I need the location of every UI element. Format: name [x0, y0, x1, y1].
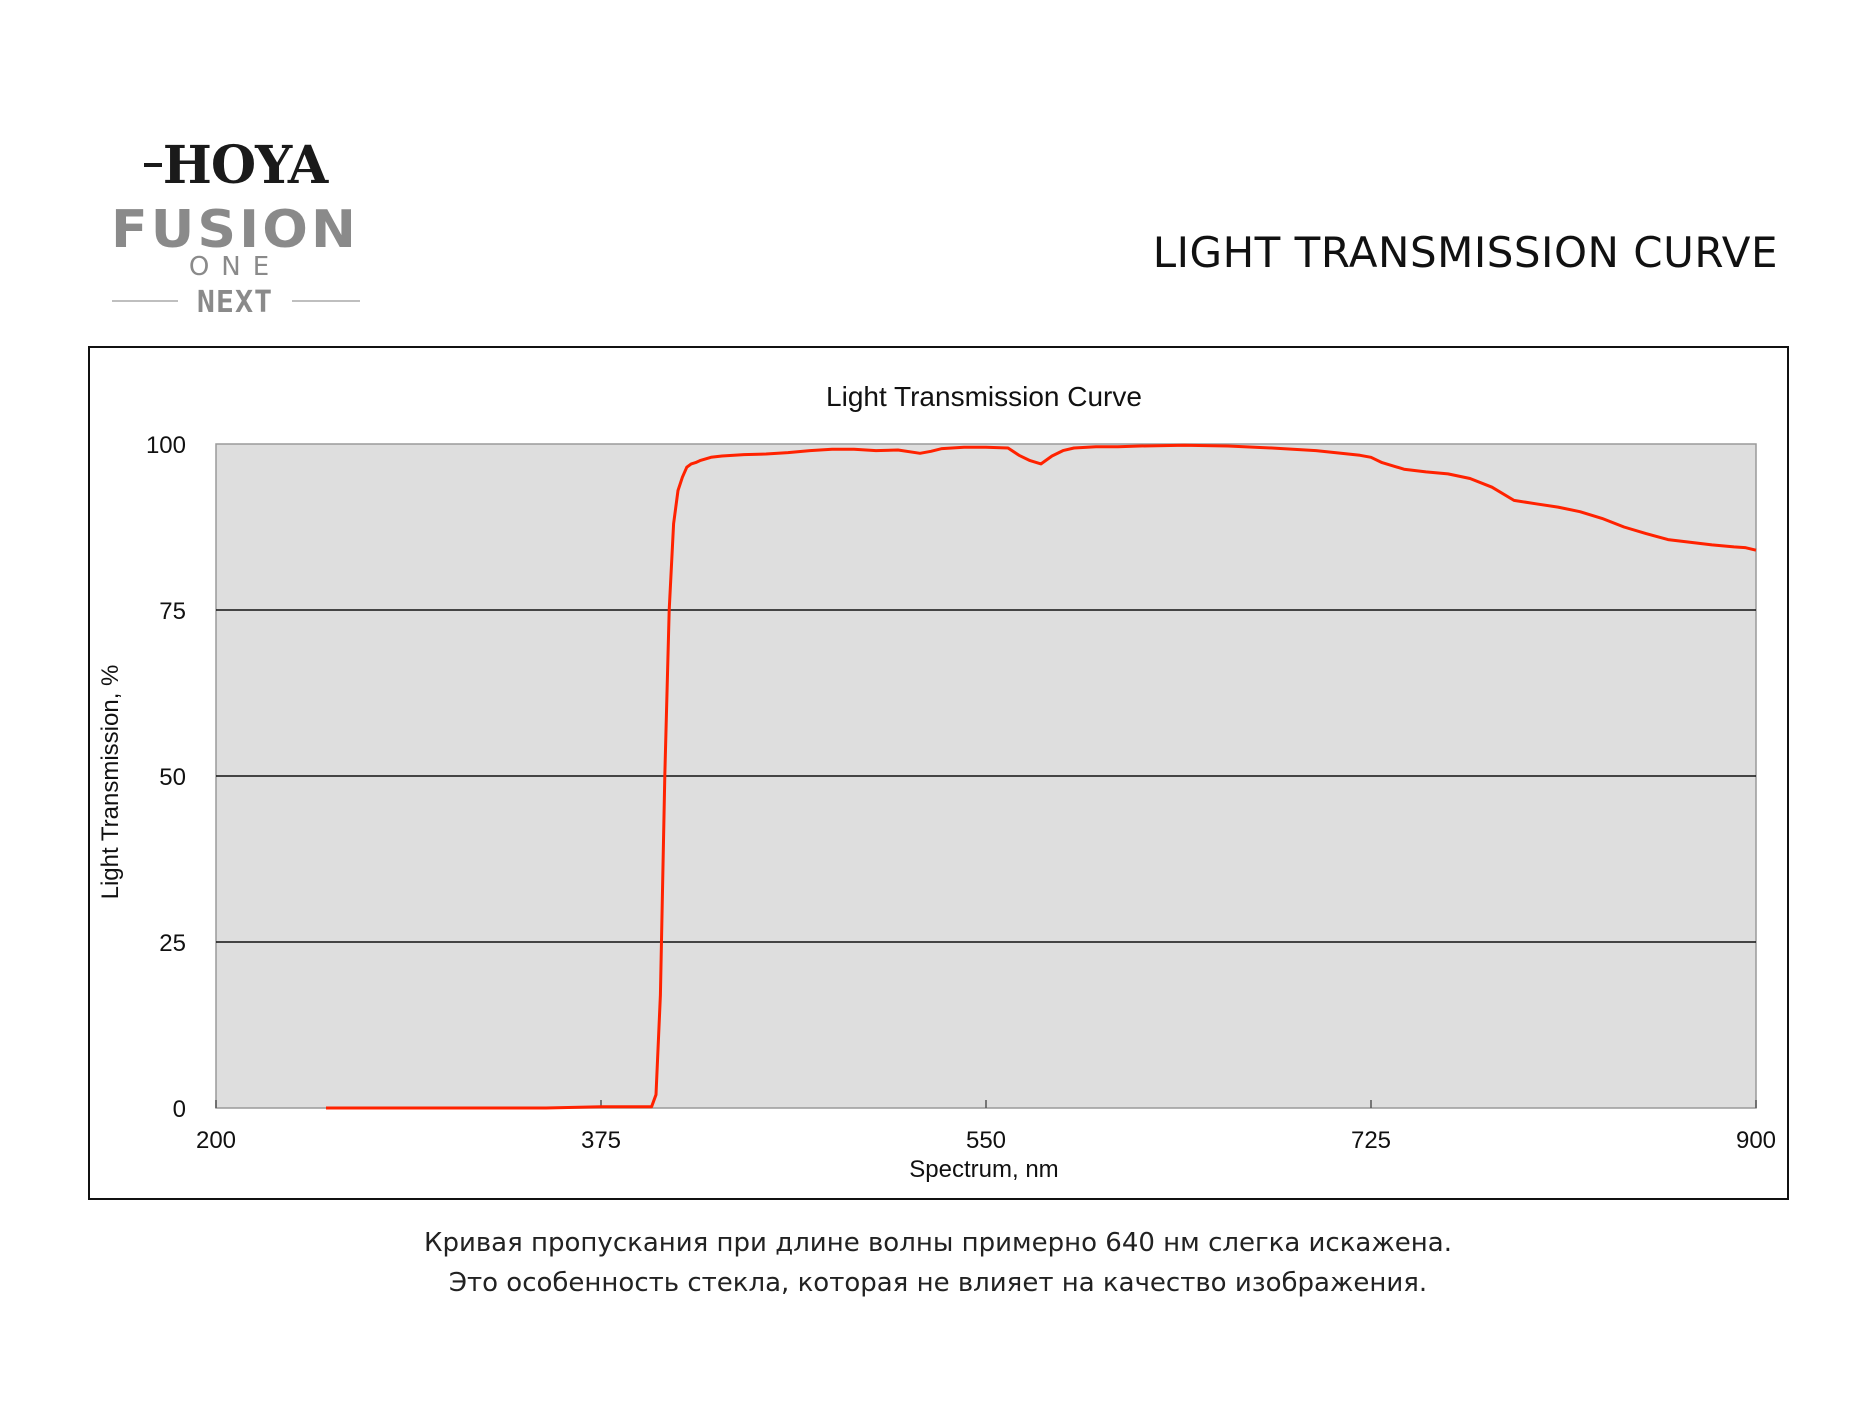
y-tick-label: 0: [173, 1096, 186, 1123]
page-heading: LIGHT TRANSMISSION CURVE: [1152, 228, 1778, 277]
chart-title: Light Transmission Curve: [826, 381, 1142, 412]
caption-line-1: Кривая пропускания при длине волны приме…: [424, 1228, 1452, 1258]
x-tick-label: 375: [581, 1127, 621, 1154]
x-tick-label: 200: [196, 1127, 236, 1154]
gridlines: [216, 609, 1756, 943]
y-tick-label: 25: [159, 930, 186, 957]
logo-product-line-1: FUSION: [111, 200, 359, 260]
x-axis-label: Spectrum, nm: [909, 1156, 1058, 1183]
x-tick-label: 900: [1736, 1127, 1776, 1154]
x-tick-label: 725: [1351, 1127, 1391, 1154]
logo-mark: HOYA FUSION ONE NEXT: [111, 135, 360, 320]
y-tick-label: 75: [159, 598, 186, 625]
hoya-fusion-one-next-logo: HOYA FUSION ONE NEXT: [111, 135, 360, 320]
caption-line-2: Это особенность стекла, которая не влияе…: [448, 1268, 1428, 1298]
y-tick-label: 100: [146, 432, 186, 459]
transmission-chart: Light Transmission Curve 0 25 50 75 100 200 3…: [97, 381, 1776, 1183]
logo-product-line-2: ONE: [189, 252, 281, 282]
x-axis: 200 375 550 725 900: [196, 1100, 1776, 1154]
logo-brand: HOYA: [163, 135, 329, 196]
chart-frame: Light Transmission Curve 0 25 50 75 100 200 3…: [88, 346, 1789, 1200]
logo-product-line-3: NEXT: [197, 285, 273, 320]
series-line: [326, 443, 1757, 1110]
x-tick-label: 550: [966, 1127, 1006, 1154]
y-axis: 0 25 50 75 100: [146, 432, 186, 1123]
y-axis-label: Light Transmission, %: [97, 665, 124, 900]
y-tick-label: 50: [159, 764, 186, 791]
